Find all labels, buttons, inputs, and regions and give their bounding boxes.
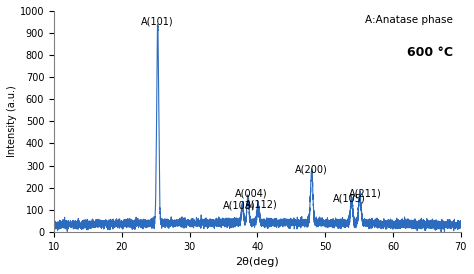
Text: A:Anatase phase: A:Anatase phase <box>365 15 453 25</box>
X-axis label: 2θ(deg): 2θ(deg) <box>236 257 279 267</box>
Text: A(105): A(105) <box>333 193 366 203</box>
Text: A(101): A(101) <box>141 16 174 26</box>
Y-axis label: Intensity (a.u.): Intensity (a.u.) <box>7 85 17 157</box>
Text: A(211): A(211) <box>349 189 382 199</box>
Text: A(112): A(112) <box>245 200 278 210</box>
Text: A(200): A(200) <box>295 164 328 174</box>
Text: A(004): A(004) <box>235 189 268 199</box>
Text: A(103): A(103) <box>223 201 255 211</box>
Text: 600 °C: 600 °C <box>407 46 453 59</box>
